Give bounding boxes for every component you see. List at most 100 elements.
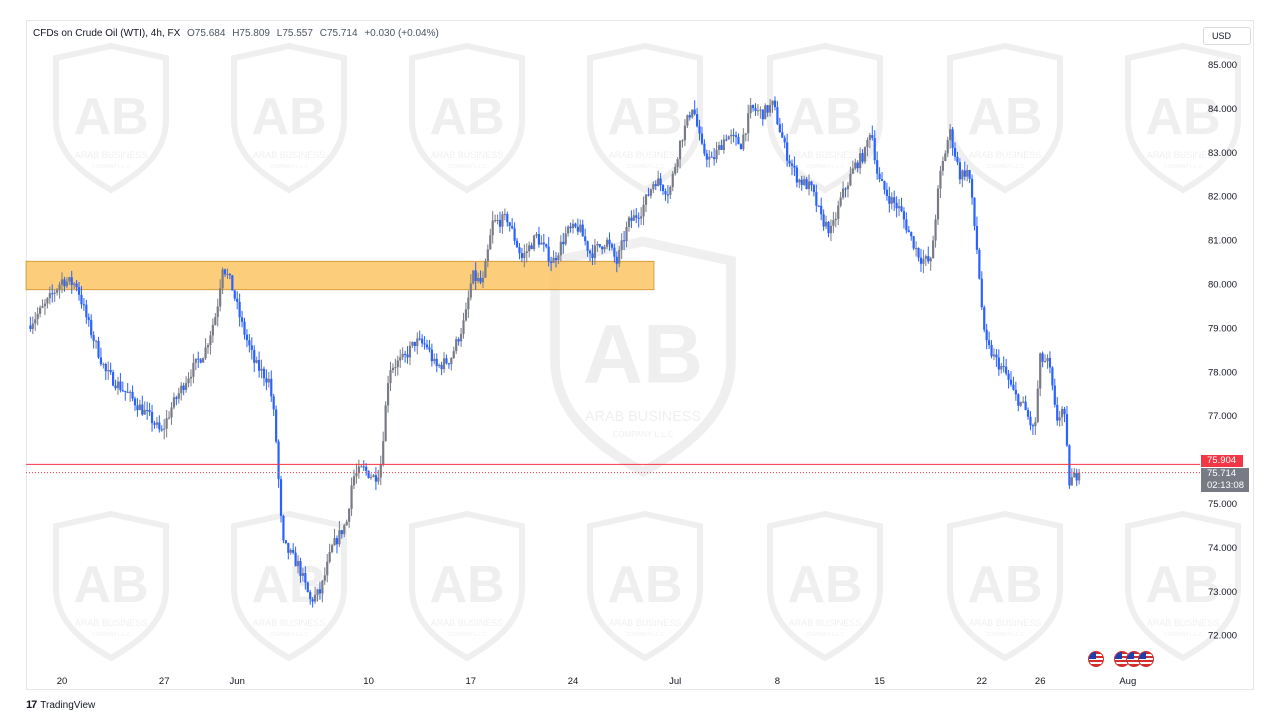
candle-body[interactable] [80,294,83,305]
candle-body[interactable] [579,224,582,232]
candle-body[interactable] [148,410,151,412]
candle-body[interactable] [304,573,307,583]
candle-body[interactable] [569,226,572,229]
candle-body[interactable] [124,390,127,392]
candle-body[interactable] [182,385,185,390]
candle-body[interactable] [630,217,633,221]
candle-body[interactable] [494,220,497,222]
candle-body[interactable] [1022,401,1025,403]
candle-body[interactable] [116,381,120,389]
candle-body[interactable] [301,573,304,576]
candle-body[interactable] [459,333,463,342]
candle-body[interactable] [958,162,961,180]
candle-body[interactable] [805,179,808,190]
candle-body[interactable] [1048,357,1052,368]
candle-body[interactable] [197,358,200,360]
candle-body[interactable] [610,244,614,248]
candle-body[interactable] [897,206,901,209]
candle-body[interactable] [640,216,643,219]
candle-body[interactable] [795,167,798,183]
candle-body[interactable] [1056,404,1059,421]
candle-body[interactable] [236,298,239,302]
candle-body[interactable] [1026,410,1030,417]
candle-body[interactable] [1009,379,1013,385]
candle-body[interactable] [114,385,117,389]
candle-body[interactable] [348,508,351,522]
candle-body[interactable] [817,205,820,207]
candle-body[interactable] [834,218,837,221]
candle-body[interactable] [586,241,589,251]
candle-body[interactable] [119,381,122,391]
candle-body[interactable] [491,220,494,236]
candle-body[interactable] [676,159,679,168]
candle-body[interactable] [104,363,107,372]
candle-body[interactable] [143,410,146,415]
candle-body[interactable] [868,135,871,141]
candle-body[interactable] [1029,416,1032,426]
candle-body[interactable] [425,344,429,348]
candle-body[interactable] [810,181,813,186]
candle-body[interactable] [995,354,998,358]
candle-body[interactable] [31,323,34,329]
candle-body[interactable] [153,423,156,425]
candle-body[interactable] [593,245,596,259]
candle-body[interactable] [394,367,397,369]
candle-body[interactable] [966,169,969,177]
candle-body[interactable] [596,243,599,246]
candle-body[interactable] [598,243,601,247]
candle-body[interactable] [243,321,246,335]
candle-body[interactable] [372,475,375,477]
candle-body[interactable] [233,290,236,299]
candle-body[interactable] [535,234,538,236]
candle-body[interactable] [747,113,750,134]
candle-body[interactable] [696,114,699,127]
candle-body[interactable] [786,142,789,161]
candle-body[interactable] [515,240,519,248]
candle-body[interactable] [603,246,606,250]
candle-body[interactable] [554,257,558,261]
candle-body[interactable] [922,258,925,264]
candle-body[interactable] [248,340,251,346]
candle-body[interactable] [501,214,504,227]
candle-body[interactable] [155,422,158,425]
candle-body[interactable] [421,338,424,344]
candle-body[interactable] [138,404,141,411]
candle-body[interactable] [362,466,365,468]
candle-body[interactable] [1058,417,1061,421]
candle-body[interactable] [876,160,879,174]
candle-body[interactable] [396,360,399,368]
candle-body[interactable] [384,405,387,442]
candle-body[interactable] [912,236,915,249]
candle-body[interactable] [625,227,628,242]
candle-body[interactable] [902,211,906,220]
candle-body[interactable] [43,303,47,307]
candle-body[interactable] [708,156,711,160]
candle-body[interactable] [1034,421,1037,427]
candle-body[interactable] [827,221,830,234]
candle-body[interactable] [209,335,212,345]
candle-body[interactable] [1078,472,1081,481]
candle-body[interactable] [267,378,270,383]
candle-body[interactable] [435,358,438,367]
candle-body[interactable] [978,249,981,279]
candle-body[interactable] [545,244,548,247]
candle-body[interactable] [666,194,669,196]
candle-body[interactable] [194,358,197,363]
candle-body[interactable] [854,162,857,169]
candle-body[interactable] [963,170,966,177]
candle-body[interactable] [262,368,266,379]
candle-body[interactable] [1053,385,1056,405]
candle-body[interactable] [238,301,241,318]
candle-body[interactable] [406,354,409,358]
candle-body[interactable] [418,338,421,340]
candle-body[interactable] [669,186,672,195]
candle-body[interactable] [890,197,893,204]
candle-body[interactable] [253,350,256,363]
candle-body[interactable] [279,479,283,516]
candle-body[interactable] [1031,425,1034,427]
candle-body[interactable] [352,476,356,486]
candle-body[interactable] [973,197,976,226]
candle-body[interactable] [513,228,516,241]
candle-body[interactable] [85,304,88,318]
candle-body[interactable] [411,341,414,346]
